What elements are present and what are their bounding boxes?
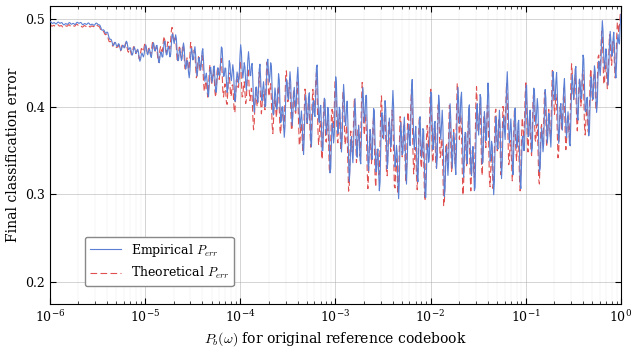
Theoretical $P_{err}$ <box>480 116 487 121</box>
Theoretical $P_{err}$ <box>392 157 400 161</box>
Empirical $P_{err}$ <box>378 111 385 115</box>
Empirical $P_{err}$ <box>395 196 403 201</box>
Empirical $P_{err}$ <box>538 135 546 139</box>
Theoretical $P_{err}$ <box>538 137 546 141</box>
Empirical $P_{err}$ <box>617 12 625 17</box>
Line: Empirical $P_{err}$: Empirical $P_{err}$ <box>50 15 621 199</box>
Theoretical $P_{err}$ <box>378 94 385 98</box>
Theoretical $P_{err}$ <box>46 22 54 26</box>
Y-axis label: Final classification error: Final classification error <box>6 68 20 242</box>
Empirical $P_{err}$ <box>392 143 400 148</box>
Empirical $P_{err}$ <box>410 148 418 152</box>
Empirical $P_{err}$ <box>81 21 89 25</box>
Theoretical $P_{err}$ <box>616 12 624 17</box>
Line: Theoretical $P_{err}$: Theoretical $P_{err}$ <box>50 15 621 206</box>
X-axis label: $P_b(\omega)$ for original reference codebook: $P_b(\omega)$ for original reference cod… <box>204 331 467 348</box>
Empirical $P_{err}$ <box>480 130 487 134</box>
Theoretical $P_{err}$ <box>410 172 417 176</box>
Empirical $P_{err}$ <box>46 20 54 24</box>
Legend: Empirical $P_{err}$, Theoretical $P_{err}$: Empirical $P_{err}$, Theoretical $P_{err… <box>85 237 234 286</box>
Theoretical $P_{err}$ <box>81 24 89 28</box>
Theoretical $P_{err}$ <box>617 12 625 17</box>
Theoretical $P_{err}$ <box>440 204 447 208</box>
